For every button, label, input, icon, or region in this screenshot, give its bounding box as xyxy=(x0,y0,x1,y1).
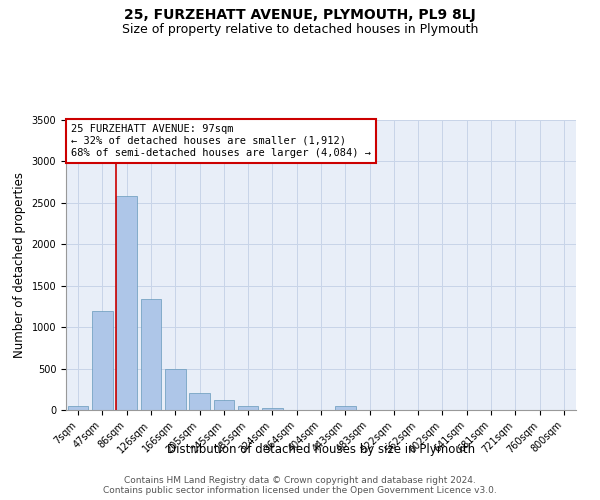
Bar xyxy=(189,394,210,410)
Y-axis label: Number of detached properties: Number of detached properties xyxy=(13,172,26,358)
Bar xyxy=(116,196,137,410)
Bar xyxy=(92,310,113,410)
Bar xyxy=(140,299,161,410)
Text: Size of property relative to detached houses in Plymouth: Size of property relative to detached ho… xyxy=(122,22,478,36)
Text: 25, FURZEHATT AVENUE, PLYMOUTH, PL9 8LJ: 25, FURZEHATT AVENUE, PLYMOUTH, PL9 8LJ xyxy=(124,8,476,22)
Bar xyxy=(238,406,259,410)
Bar xyxy=(262,408,283,410)
Bar xyxy=(214,400,234,410)
Bar xyxy=(335,406,356,410)
Text: 25 FURZEHATT AVENUE: 97sqm
← 32% of detached houses are smaller (1,912)
68% of s: 25 FURZEHATT AVENUE: 97sqm ← 32% of deta… xyxy=(71,124,371,158)
Text: Contains HM Land Registry data © Crown copyright and database right 2024.
Contai: Contains HM Land Registry data © Crown c… xyxy=(103,476,497,495)
Bar xyxy=(68,406,88,410)
Bar xyxy=(165,370,185,410)
Text: Distribution of detached houses by size in Plymouth: Distribution of detached houses by size … xyxy=(167,442,475,456)
